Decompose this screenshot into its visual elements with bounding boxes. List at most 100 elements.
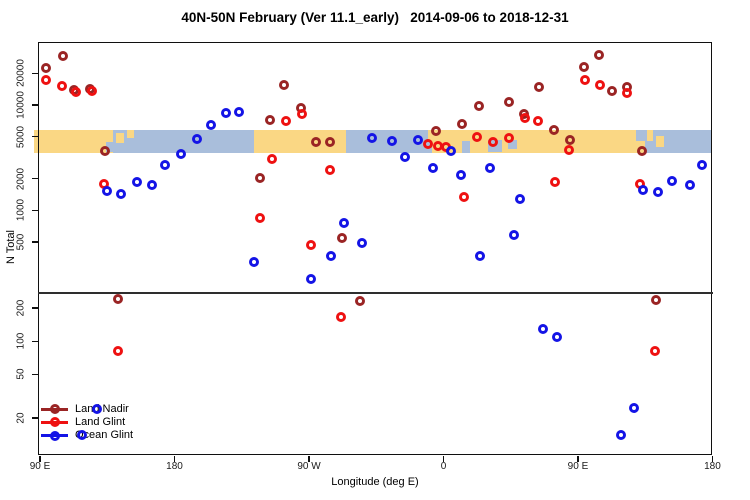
data-point-ocean-glint <box>339 218 350 229</box>
data-point-land-nadir <box>40 63 51 74</box>
data-point-land-glint <box>306 239 317 250</box>
data-point-land-nadir <box>57 50 68 61</box>
y-tick-mark <box>31 72 38 75</box>
y-tick-mark <box>31 241 38 243</box>
map-band-patch-land <box>647 129 654 141</box>
legend-label: Ocean Glint <box>75 429 134 442</box>
y-tick-label: 20000 <box>15 59 27 88</box>
data-point-land-nadir <box>311 136 322 147</box>
data-point-ocean-glint <box>474 251 485 262</box>
data-point-land-glint <box>563 144 574 155</box>
map-band-patch-ocean <box>507 139 518 150</box>
data-point-ocean-glint <box>366 132 377 143</box>
data-point-ocean-glint <box>652 186 663 197</box>
data-point-land-nadir <box>607 86 618 97</box>
data-point-ocean-glint <box>684 179 695 190</box>
data-point-ocean-glint <box>629 402 640 413</box>
data-point-land-glint <box>113 345 124 356</box>
y-tick-label: 50 <box>15 368 27 380</box>
data-point-land-glint <box>459 191 470 202</box>
data-point-ocean-glint <box>101 186 112 197</box>
data-point-land-glint <box>296 108 307 119</box>
data-point-ocean-glint <box>445 145 456 156</box>
y-tick-label: 1000 <box>15 199 27 222</box>
legend-item-land-glint: Land Glint <box>41 416 161 430</box>
data-point-ocean-glint <box>175 149 186 160</box>
y-tick-mark <box>31 340 38 343</box>
y-tick-mark <box>31 104 38 106</box>
legend-label: Land Glint <box>75 415 126 428</box>
data-point-ocean-glint <box>514 194 525 205</box>
data-point-land-glint <box>335 312 346 323</box>
data-point-ocean-glint <box>76 430 87 441</box>
data-point-land-glint <box>56 81 67 92</box>
data-point-land-nadir <box>637 145 648 156</box>
data-point-land-glint <box>594 80 605 91</box>
y-tick-label: 500 <box>15 233 27 251</box>
data-point-land-glint <box>280 115 291 126</box>
data-point-land-glint <box>254 213 265 223</box>
data-point-ocean-glint <box>484 163 495 174</box>
map-band-segment-land <box>427 129 646 153</box>
data-point-ocean-glint <box>455 170 466 181</box>
data-point-land-nadir <box>474 100 485 111</box>
y-tick-mark <box>31 307 38 309</box>
data-point-ocean-glint <box>306 273 317 284</box>
x-tick-label: 90 E <box>567 461 589 472</box>
data-point-land-nadir <box>533 82 544 93</box>
map-band-segment-land <box>253 129 347 153</box>
y-tick-mark <box>31 177 38 180</box>
data-point-land-nadir <box>457 119 468 130</box>
chart-title: 40N-50N February (Ver 11.1_early) 2014-0… <box>181 10 569 25</box>
axis-break-line <box>37 291 713 294</box>
data-point-land-glint <box>533 116 544 127</box>
data-point-ocean-glint <box>616 430 627 441</box>
y-tick-mark <box>31 373 38 376</box>
data-point-ocean-glint <box>428 163 439 174</box>
y-tick-mark <box>31 209 38 212</box>
data-point-ocean-glint <box>131 176 142 187</box>
data-point-land-glint <box>87 85 97 96</box>
data-point-ocean-glint <box>386 136 397 147</box>
data-point-land-glint <box>504 133 515 144</box>
data-point-land-glint <box>325 165 336 176</box>
data-point-ocean-glint <box>115 188 126 199</box>
x-tick-mark <box>308 455 310 462</box>
map-band-patch-land <box>116 132 124 144</box>
x-axis-label: Longitude (deg E) <box>331 476 419 488</box>
data-point-land-nadir <box>336 232 347 243</box>
x-tick-label: 90 E <box>29 461 51 472</box>
y-tick-label: 5000 <box>15 125 27 148</box>
data-point-land-nadir <box>113 294 123 305</box>
data-point-ocean-glint <box>248 256 259 267</box>
legend-marker-circle <box>49 404 60 414</box>
map-band-patch-land <box>126 129 134 138</box>
x-tick-mark <box>577 455 579 462</box>
data-point-ocean-glint <box>205 120 216 131</box>
y-tick-label: 20 <box>15 412 27 424</box>
map-band-patch-land <box>334 136 347 146</box>
data-point-ocean-glint <box>399 151 410 162</box>
x-tick-mark <box>39 455 41 462</box>
data-point-land-glint <box>549 176 560 187</box>
data-point-ocean-glint <box>552 332 563 343</box>
data-point-land-nadir <box>100 146 110 157</box>
data-point-land-nadir <box>254 172 265 183</box>
x-tick-mark <box>173 455 176 462</box>
x-tick-label: 90 W <box>297 461 321 472</box>
data-point-land-nadir <box>504 96 515 107</box>
data-point-land-glint <box>471 132 482 143</box>
data-point-ocean-glint <box>234 106 245 117</box>
plot-border <box>37 41 712 455</box>
data-point-ocean-glint <box>697 159 708 170</box>
data-point-land-glint <box>622 88 633 99</box>
map-band-segment-ocean <box>645 129 712 153</box>
data-point-ocean-glint <box>509 229 520 240</box>
data-point-land-nadir <box>325 136 336 147</box>
data-point-land-nadir <box>564 134 575 145</box>
data-point-land-nadir <box>549 125 560 136</box>
data-point-ocean-glint <box>146 180 157 191</box>
data-point-land-glint <box>520 112 531 123</box>
x-tick-label: 180 <box>166 461 183 472</box>
